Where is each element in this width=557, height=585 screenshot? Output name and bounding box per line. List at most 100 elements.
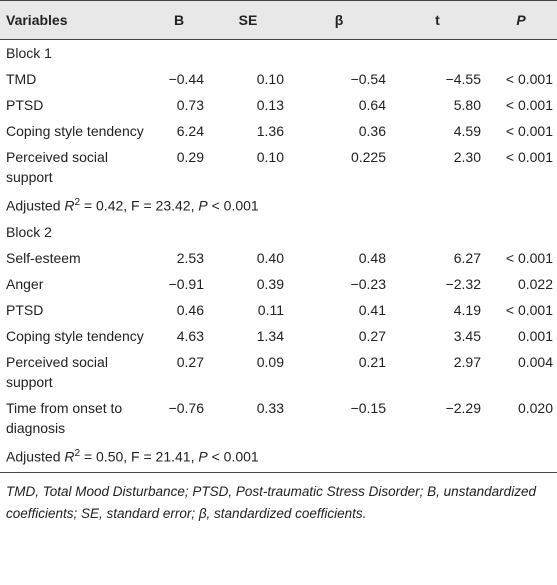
value-cell: 2.30 xyxy=(453,149,481,165)
value-cell: 1.36 xyxy=(256,123,284,139)
value-cell: −2.29 xyxy=(445,399,481,416)
block-row: Block 2 xyxy=(0,219,557,245)
model-note: Adjusted R2 = 0.50, F = 21.41, P < 0.001 xyxy=(0,440,557,474)
note-part: 2 xyxy=(74,447,81,459)
variable-cell: Time from onset to diagnosis xyxy=(6,399,123,436)
note-part: < 0.001 xyxy=(207,448,259,465)
data-row: PTSD 0.73 0.13 0.64 5.80 < 0.001 xyxy=(0,92,557,118)
model-note: Adjusted R2 = 0.42, F = 23.42, P < 0.001 xyxy=(0,190,557,219)
value-cell: 0.29 xyxy=(176,149,204,165)
value-cell: < 0.001 xyxy=(505,123,553,139)
note-part: P xyxy=(198,197,208,214)
value-cell: 0.11 xyxy=(257,301,284,318)
value-cell: 0.73 xyxy=(176,97,204,113)
value-cell: 0.020 xyxy=(517,399,553,416)
value-cell: 0.10 xyxy=(256,149,284,165)
data-row: Anger −0.91 0.39 −0.23 −2.32 0.022 xyxy=(0,271,557,297)
data-row: Perceived social support 0.29 0.10 0.225 2.3… xyxy=(0,144,557,190)
value-cell: 6.27 xyxy=(453,249,481,266)
header-cell: t xyxy=(390,0,485,40)
value-cell: 0.225 xyxy=(350,149,386,165)
variable-cell: Coping style tendency xyxy=(6,327,144,344)
value-cell: −0.23 xyxy=(350,275,386,292)
value-cell: 0.004 xyxy=(517,353,553,370)
variable-cell: Perceived social support xyxy=(6,149,108,185)
header-cell: SE xyxy=(208,0,288,40)
note-part: P xyxy=(198,448,208,465)
data-row: Self-esteem 2.53 0.40 0.48 6.27 < 0.001 xyxy=(0,245,557,271)
value-cell: 0.27 xyxy=(358,327,386,344)
note-part: = 0.42, F = 23.42, xyxy=(80,197,199,214)
variable-cell: TMD xyxy=(6,71,37,87)
value-cell: −0.54 xyxy=(350,71,386,87)
header-cell: P xyxy=(485,0,557,40)
data-row: Coping style tendency 4.63 1.34 0.27 3.45 0.0… xyxy=(0,323,557,349)
value-cell: −4.55 xyxy=(445,71,481,87)
value-cell: −0.91 xyxy=(168,275,204,292)
data-row: Coping style tendency 6.24 1.36 0.36 4.59 < 0… xyxy=(0,118,557,144)
data-row: TMD −0.44 0.10 −0.54 −4.55 < 0.001 xyxy=(0,66,557,92)
value-cell: 2.97 xyxy=(453,353,481,370)
value-cell: 0.39 xyxy=(256,275,284,292)
variable-cell: Anger xyxy=(6,275,44,292)
block-title: Block 2 xyxy=(6,223,52,240)
value-cell: 6.24 xyxy=(176,123,204,139)
note-part: 2 xyxy=(74,197,81,208)
value-cell: 0.001 xyxy=(517,327,553,344)
value-cell: 0.41 xyxy=(358,301,386,318)
note-part: R xyxy=(64,448,75,465)
note-part: = 0.50, F = 21.41, xyxy=(80,448,199,465)
note-part: < 0.001 xyxy=(207,197,259,214)
note-part: R xyxy=(64,197,75,214)
data-row: PTSD 0.46 0.11 0.41 4.19 < 0.001 xyxy=(0,297,557,323)
regression-table: Variables B SE β t P Block 1 TMD −0.44 0.10 −0.54… xyxy=(0,0,557,474)
value-cell: < 0.001 xyxy=(505,249,553,266)
note-part: Adjusted xyxy=(6,197,65,214)
data-row: Perceived social support 0.27 0.09 0.21 2.97… xyxy=(0,349,557,395)
table-body: Block 1 TMD −0.44 0.10 −0.54 −4.55 < 0.001 PTSD… xyxy=(0,40,557,474)
value-cell: 0.022 xyxy=(517,275,553,292)
value-cell: < 0.001 xyxy=(505,97,553,113)
variable-cell: PTSD xyxy=(6,97,44,113)
value-cell: < 0.001 xyxy=(505,71,553,87)
value-cell: 0.13 xyxy=(256,97,284,113)
note-part: Adjusted xyxy=(6,448,65,465)
header-row: Variables B SE β t P xyxy=(0,0,557,40)
block-row: Block 1 xyxy=(0,40,557,67)
value-cell: < 0.001 xyxy=(505,149,553,165)
value-cell: 0.64 xyxy=(358,97,386,113)
header-cell: B xyxy=(150,0,208,40)
footnote: TMD, Total Mood Disturbance; PTSD, Post-… xyxy=(6,484,536,522)
value-cell: 5.80 xyxy=(453,97,481,113)
note-row: Adjusted R2 = 0.42, F = 23.42, P < 0.001 xyxy=(0,190,557,219)
value-cell: 0.27 xyxy=(176,353,204,370)
header-cell: Variables xyxy=(0,0,150,40)
value-cell: 0.48 xyxy=(358,249,386,266)
value-cell: 4.19 xyxy=(453,301,481,318)
value-cell: 0.40 xyxy=(256,249,284,266)
value-cell: 4.63 xyxy=(176,327,204,344)
variable-cell: Perceived social support xyxy=(6,353,108,390)
table-header: Variables B SE β t P xyxy=(0,0,557,40)
value-cell: 0.33 xyxy=(256,399,284,416)
variable-cell: Coping style tendency xyxy=(6,123,144,139)
value-cell: 0.09 xyxy=(256,353,284,370)
value-cell: 4.59 xyxy=(453,123,481,139)
variable-cell: Self-esteem xyxy=(6,249,81,266)
value-cell: 3.45 xyxy=(453,327,481,344)
value-cell: 1.34 xyxy=(256,327,284,344)
value-cell: −0.15 xyxy=(350,399,386,416)
header-cell: β xyxy=(288,0,390,40)
value-cell: 0.46 xyxy=(176,301,204,318)
block-title: Block 1 xyxy=(6,45,52,61)
value-cell: 0.21 xyxy=(358,353,386,370)
value-cell: 2.53 xyxy=(176,249,204,266)
data-row: Time from onset to diagnosis −0.76 0.33 −0.… xyxy=(0,395,557,441)
note-row: Adjusted R2 = 0.50, F = 21.41, P < 0.001 xyxy=(0,440,557,474)
value-cell: < 0.001 xyxy=(505,301,553,318)
value-cell: −0.76 xyxy=(168,399,204,416)
variable-cell: PTSD xyxy=(6,301,44,318)
value-cell: 0.36 xyxy=(358,123,386,139)
value-cell: −0.44 xyxy=(168,71,204,87)
